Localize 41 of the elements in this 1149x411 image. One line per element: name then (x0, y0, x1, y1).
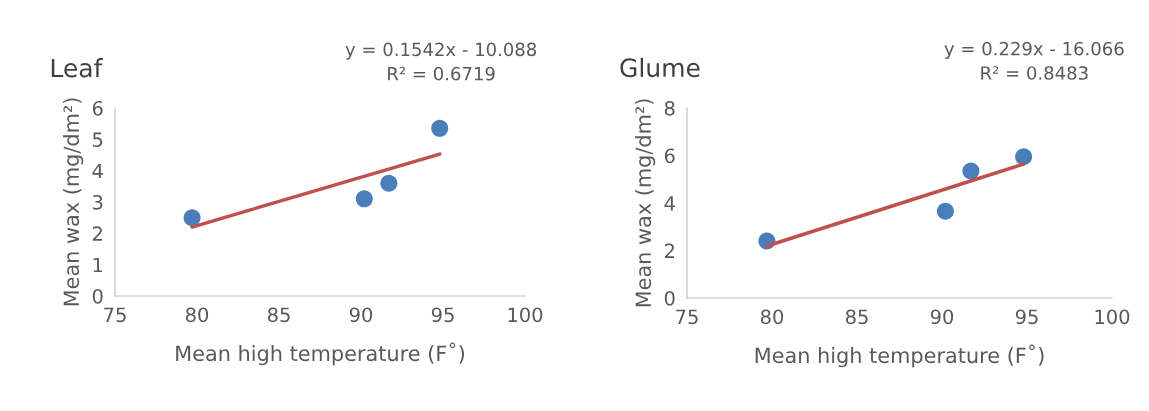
point (183, 209, 201, 227)
point (962, 162, 980, 180)
x-tick-label: 90 (930, 309, 954, 325)
point (1015, 148, 1033, 166)
chart-title: Leaf (51, 58, 103, 78)
y-tick-label: 1 (93, 257, 103, 273)
x-tick-label: 100 (1095, 309, 1130, 325)
chart-title: Glume (620, 57, 700, 78)
x-axis-title: Mean high temperature (F˚) (176, 342, 465, 366)
x-axis-title: Mean high temperature (F˚) (755, 344, 1044, 368)
y-tick-label: 5 (93, 132, 103, 147)
y-tick-label: 2 (664, 243, 674, 258)
y-axis-title: Mean wax (mg/dm²) (63, 98, 84, 306)
y-tick-label: 4 (92, 163, 103, 179)
y-tick-label: 2 (92, 226, 102, 241)
text: y = 0.229x - 16.066 (944, 41, 1124, 59)
x-tick-label: 95 (1015, 309, 1038, 325)
x-tick-label: 85 (267, 307, 290, 323)
point (431, 119, 449, 137)
y-tick-label: 3 (93, 194, 103, 210)
y-tick-label: 4 (664, 196, 675, 211)
y-axis-title: Mean wax (mg/dm²) (635, 99, 656, 307)
point (380, 174, 398, 192)
point (936, 202, 954, 220)
y-tick-label: 0 (664, 290, 675, 306)
y-tick-label: 6 (664, 148, 675, 164)
y-tick-label: 8 (664, 100, 675, 116)
text: R² = 0.8483 (981, 66, 1088, 80)
x-tick-label: 90 (349, 307, 373, 323)
x-tick-label: 95 (431, 307, 454, 323)
text: R² = 0.6719 (388, 66, 495, 81)
point (355, 190, 373, 208)
x-tick-label: 75 (676, 309, 698, 325)
x-tick-label: 80 (760, 309, 784, 325)
y-tick-label: 0 (92, 288, 103, 304)
x-tick-label: 75 (104, 307, 126, 323)
y-tick-label: 6 (92, 100, 103, 116)
x-tick-label: 85 (845, 309, 868, 325)
x-tick-label: 80 (185, 307, 209, 323)
text: y = 0.1542x - 10.088 (345, 42, 537, 60)
x-tick-label: 100 (508, 307, 543, 323)
